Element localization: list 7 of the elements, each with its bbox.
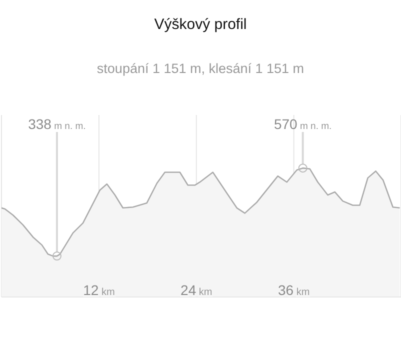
x-tick-label: 12 km <box>83 282 115 298</box>
x-tick-label: 36 km <box>278 282 310 298</box>
x-tick-label: 24 km <box>180 282 212 298</box>
data-label: 570 m n. m. <box>274 116 332 132</box>
chart-subtitle: stoupání 1 151 m, klesání 1 151 m <box>96 61 306 76</box>
chart-title: Výškový profil <box>153 16 248 33</box>
data-label: 338 m n. m. <box>28 116 86 132</box>
